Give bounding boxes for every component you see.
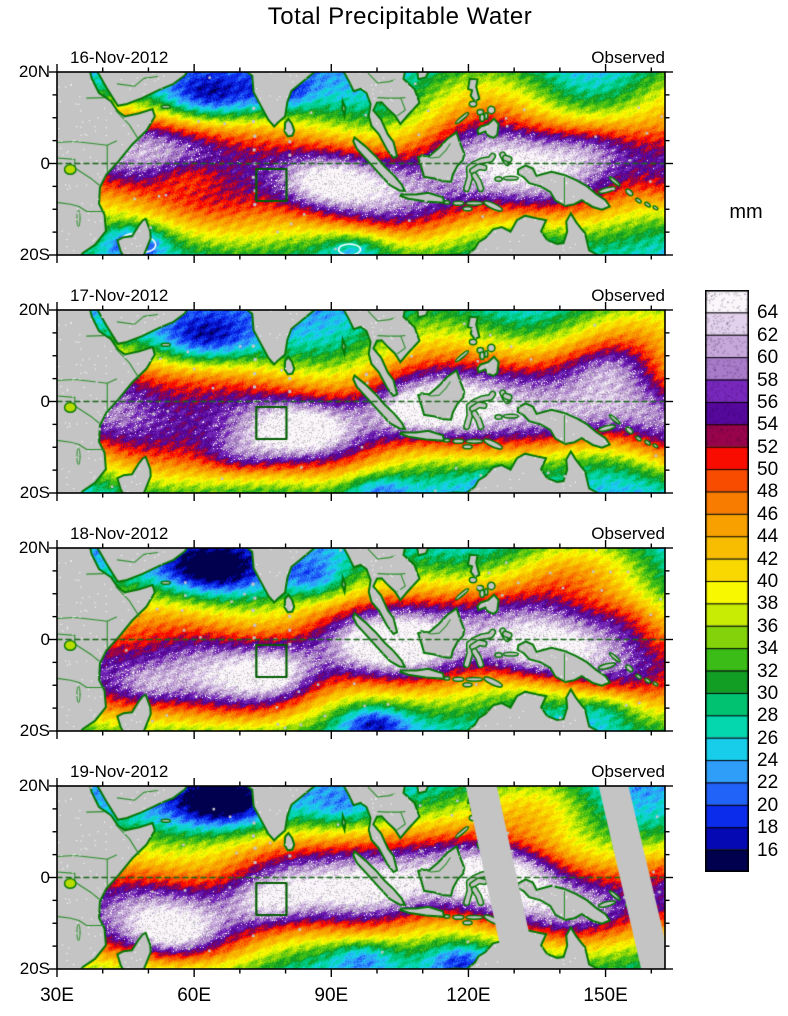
colorbar-tick-label: 20 [757,794,779,816]
figure-title: Total Precipitable Water [267,3,533,30]
colorbar-tick-label: 16 [757,839,779,861]
colorbar [705,290,749,872]
y-axis-label-20s: 20S [19,959,50,978]
map-canvas-18-nov [57,548,665,731]
map-panel-16-nov: 16-Nov-2012 Observed [57,48,665,255]
y-axis-label-20n: 20N [18,776,50,795]
colorbar-tick-label: 48 [757,481,779,503]
y-axis-label-20s: 20S [19,721,50,740]
colorbar-tick-label: 32 [757,660,779,682]
map-panel-17-nov: 17-Nov-2012 Observed [57,286,665,493]
colorbar-tick-label: 28 [757,705,779,727]
y-axis-label-0: 0 [40,867,50,887]
panel-date-label: 16-Nov-2012 [70,48,169,67]
colorbar-tick-label: 56 [757,391,779,413]
x-axis-label-90e: 90E [314,985,349,1006]
panel-date-label: 17-Nov-2012 [70,286,169,305]
y-axis-label-20s: 20S [19,483,50,502]
colorbar-tick-label: 50 [757,459,779,481]
colorbar-tick-label: 24 [757,750,779,772]
colorbar-tick-label: 22 [757,772,779,794]
colorbar-tick-label: 60 [757,347,779,369]
colorbar-tick-label: 42 [757,548,779,570]
panel-source-label: Observed [591,286,665,305]
y-axis-label-0: 0 [40,629,50,649]
x-axis-label-30e: 30E [40,985,74,1006]
map-panel-19-nov: 19-Nov-2012 Observed [57,762,665,969]
y-axis-label-20n: 20N [18,538,50,557]
colorbar-tick-label: 64 [757,302,779,324]
y-axis-label-20n: 20N [18,62,50,81]
map-panel-18-nov: 18-Nov-2012 Observed [57,524,665,731]
colorbar-unit-label: mm [729,201,763,223]
y-axis-label-20n: 20N [18,300,50,319]
panel-source-label: Observed [591,48,665,67]
colorbar-tick-label: 40 [757,571,779,592]
colorbar-tick-label: 38 [757,593,779,615]
panel-date-label: 19-Nov-2012 [70,762,169,781]
colorbar-tick-label: 26 [757,727,779,749]
colorbar-tick-label: 36 [757,615,779,637]
panel-date-label: 18-Nov-2012 [70,524,169,543]
colorbar-tick-label: 44 [757,526,779,548]
map-canvas-17-nov [57,310,665,493]
panel-source-label: Observed [591,762,665,781]
colorbar-tick-label: 54 [757,414,779,436]
map-canvas-16-nov [57,72,665,255]
x-axis-label-120e: 120E [446,985,491,1006]
map-canvas-19-nov [57,786,665,969]
colorbar-tick-label: 58 [757,369,779,391]
y-axis-label-20s: 20S [19,245,50,264]
x-axis-label-150e: 150E [583,985,628,1006]
y-axis-label-0: 0 [40,153,50,173]
colorbar-tick-label: 34 [757,638,779,660]
colorbar-tick-label: 30 [757,682,779,704]
y-axis-label-0: 0 [40,391,50,411]
colorbar-tick-label: 52 [757,436,779,458]
x-axis-label-60e: 60E [177,985,212,1006]
colorbar-tick-label: 46 [757,503,779,525]
colorbar-tick-label: 18 [757,817,779,839]
colorbar-tick-label: 62 [757,324,779,346]
panel-source-label: Observed [591,524,665,543]
